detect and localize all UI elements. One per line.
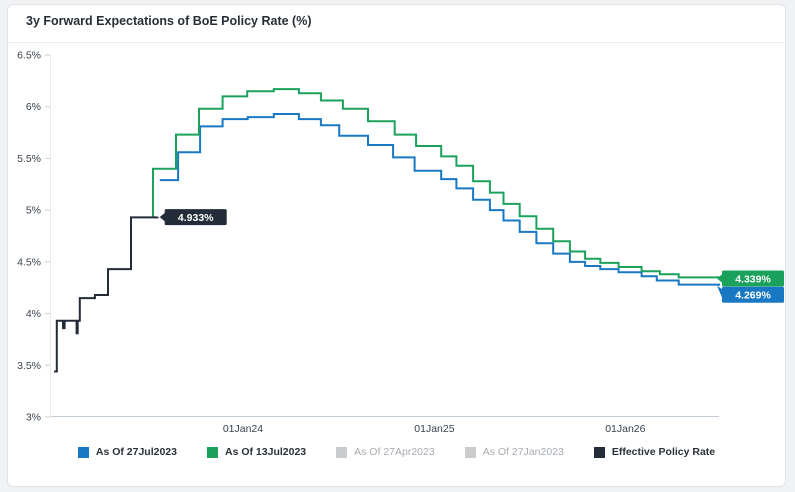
chart-card: 3y Forward Expectations of BoE Policy Ra… — [7, 4, 786, 487]
end-label-pointer-icon — [717, 273, 723, 284]
end-label-box-as-of-13jul2023 — [722, 270, 784, 287]
title-divider — [8, 42, 785, 43]
legend-item-as-of-27apr2023[interactable]: As Of 27Apr2023 — [336, 446, 435, 458]
end-label-pointer-icon — [717, 285, 723, 300]
legend-swatch-icon — [336, 446, 348, 458]
legend-swatch-icon — [593, 446, 605, 458]
y-tick-label: 6.5% — [17, 50, 41, 62]
series-line-as-of-13jul2023 — [152, 88, 720, 279]
y-tick-label: 4.5% — [17, 256, 41, 268]
legend-swatch-icon — [207, 446, 218, 458]
series-line-as-of-27jul2023 — [159, 113, 720, 286]
end-label-box-as-of-27jul2023 — [722, 286, 784, 303]
x-tick-label: 01Jan25 — [414, 423, 454, 435]
y-tick-label: 3% — [26, 412, 41, 424]
y-tick-label: 6% — [26, 101, 41, 113]
y-tick-label: 4% — [26, 308, 41, 320]
chart-svg: 3% 3.5% 4% 4.5% 5% 5.5% 6% 6.5% 01Jan24 01Jan25 01… — [17, 50, 784, 435]
x-tick-label: 01Jan24 — [223, 423, 263, 435]
legend-item-label: As Of 27Jul2023 — [95, 446, 177, 458]
legend-item-as-of-27jan2023[interactable]: As Of 27Jan2023 — [464, 446, 564, 458]
end-label-effective-policy-rate: 4.933% — [178, 212, 214, 224]
legend-item-as-of-27jul2023[interactable]: As Of 27Jul2023 — [77, 446, 177, 458]
end-label-box-effective-policy-rate — [164, 209, 227, 226]
end-label-pointer-icon — [159, 212, 166, 223]
legend-item-label: As Of 13Jul2023 — [225, 446, 307, 458]
legend-item-label: As Of 27Jan2023 — [482, 446, 564, 458]
legend-item-label: As Of 27Apr2023 — [354, 446, 435, 458]
legend-item-effective-policy-rate[interactable]: Effective Policy Rate — [593, 446, 716, 458]
chart-title: 3y Forward Expectations of BoE Policy Ra… — [26, 14, 312, 28]
chart-legend: As Of 27Jul2023 As Of 13Jul2023 As Of 27Ap… — [8, 446, 785, 458]
plot-area[interactable] — [51, 55, 719, 417]
legend-swatch-icon — [77, 446, 89, 458]
y-tick-label: 5% — [26, 205, 41, 217]
y-tick-label: 5.5% — [17, 153, 41, 165]
end-label-as-of-27jul2023: 4.269% — [735, 290, 771, 302]
end-label-as-of-13jul2023: 4.339% — [735, 273, 771, 285]
legend-swatch-icon — [464, 446, 476, 458]
series-line-effective-policy-rate — [54, 216, 159, 373]
legend-item-as-of-13jul2023[interactable]: As Of 13Jul2023 — [207, 446, 306, 458]
y-tick-label: 3.5% — [17, 360, 41, 372]
x-tick-label: 01Jan26 — [605, 423, 645, 435]
legend-item-label: Effective Policy Rate — [611, 446, 716, 458]
